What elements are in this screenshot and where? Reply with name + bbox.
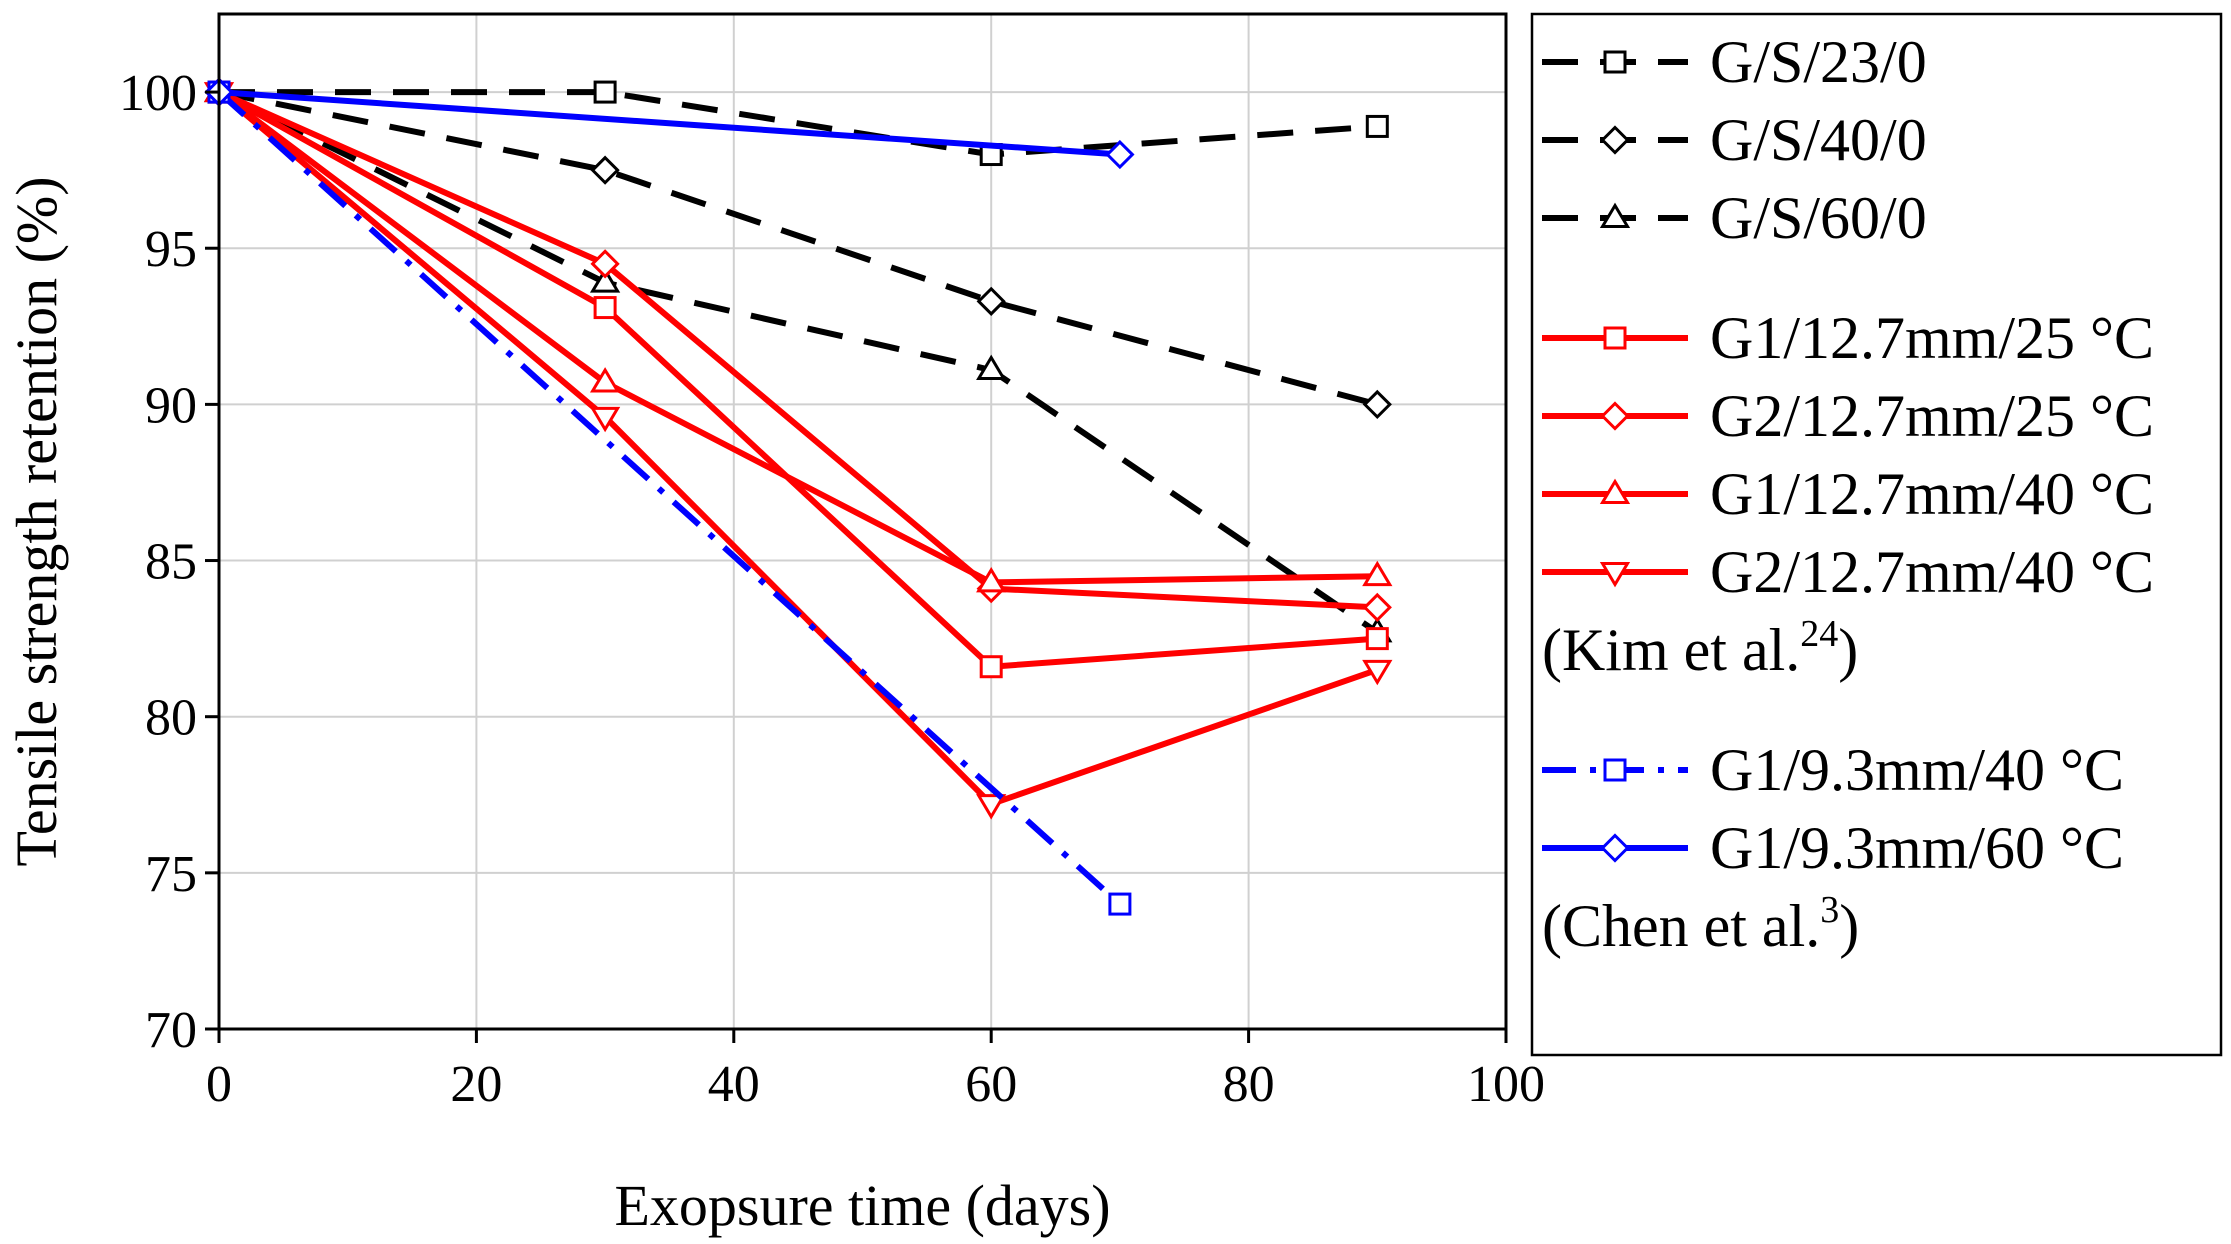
data-point (1365, 114, 1389, 138)
x-tick-label: 80 (1223, 1056, 1275, 1113)
data-point (589, 367, 621, 393)
data-point (1365, 627, 1389, 651)
series-line-g-s-40-0 (218, 89, 1379, 408)
y-tick-label: 75 (145, 846, 197, 903)
y-tick-label: 70 (145, 1002, 197, 1059)
y-tick-label: 95 (145, 221, 197, 278)
x-tick-label: 40 (708, 1056, 760, 1113)
legend-item-g-s-23-0: G/S/23/0 (1542, 29, 1927, 95)
x-tick-label: 0 (206, 1056, 232, 1113)
data-point (593, 80, 617, 104)
citation-close: ) (1838, 617, 1858, 683)
legend-marker (1600, 401, 1630, 431)
series-line-g2-12-7mm-25-c (217, 89, 1378, 611)
legend-label: G1/9.3mm/60 °C (1710, 815, 2124, 881)
series-layer (203, 76, 1393, 916)
series-line-g1-12-7mm-25-c (217, 89, 1378, 670)
legend-label: G1/9.3mm/40 °C (1710, 737, 2124, 803)
data-point (976, 354, 1007, 381)
legend-marker (1600, 125, 1630, 155)
y-tick-label: 85 (145, 534, 197, 591)
x-tick-label: 100 (1467, 1056, 1545, 1113)
legend-marker (1599, 202, 1631, 228)
data-point (979, 655, 1003, 679)
legend-item-g-s-40-0: G/S/40/0 (1542, 107, 1927, 173)
citation-text: (Kim et al. (1542, 617, 1800, 683)
legend-marker (1603, 50, 1627, 74)
data-point (976, 794, 1007, 820)
series-g1-12-7mm-40-c (203, 76, 1393, 593)
series-g-s-23-0 (207, 80, 1389, 167)
legend-label: G2/12.7mm/25 °C (1710, 383, 2154, 449)
series-line-g1-9-3mm-40-c (216, 89, 1122, 907)
x-tick-label: 20 (450, 1056, 502, 1113)
legend-marker (1603, 326, 1627, 350)
citation-close: ) (1839, 893, 1859, 959)
data-point (1108, 892, 1132, 916)
legend-label: G/S/23/0 (1710, 29, 1927, 95)
data-point (1362, 560, 1393, 587)
data-point (1362, 592, 1392, 623)
data-point (976, 566, 1007, 593)
data-point (590, 249, 620, 279)
data-point (589, 406, 621, 433)
legend-label: G1/12.7mm/25 °C (1710, 305, 2154, 371)
plot-frame (217, 12, 1508, 1031)
axes: 0 20 40 60 80 100 70 75 80 85 90 95 100 (119, 65, 1545, 1113)
series-line-g2-12-7mm-40-c (217, 89, 1379, 808)
x-tick-label: 60 (965, 1056, 1017, 1113)
series-g2-12-7mm-40-c (203, 82, 1393, 820)
series-line-g-s-60-0 (217, 89, 1379, 635)
legend-citation: (Chen et al.3) (1542, 889, 1859, 959)
citation-sup: 3 (1820, 889, 1839, 931)
y-tick-label: 100 (119, 65, 197, 122)
legend: G/S/23/0 G/S/40/0 G/S/60/0 G1/12.7mm/25 °C G… (1530, 12, 2223, 1057)
data-point (1362, 389, 1392, 420)
legend-item-g1-9-3mm-60-c: G1/9.3mm/60 °C (1542, 815, 2124, 881)
citation-sup: 24 (1800, 613, 1838, 655)
data-point (976, 286, 1006, 316)
legend-citation: (Kim et al.24) (1542, 613, 1858, 683)
citation-text: (Chen et al. (1542, 893, 1820, 959)
legend-marker (1599, 562, 1631, 588)
series-line-g1-9-3mm-60-c (218, 89, 1121, 158)
data-point (589, 267, 621, 293)
legend-item-g1-12-7mm-40-c: G1/12.7mm/40 °C (1542, 461, 2154, 527)
legend-marker (1599, 478, 1631, 504)
y-tick-label: 90 (145, 377, 197, 434)
legend-marker (1603, 758, 1627, 782)
y-axis-title: Tensile strength retention (%) (4, 176, 69, 866)
series-line-g1-12-7mm-40-c (217, 89, 1378, 586)
legend-label: G2/12.7mm/40 °C (1710, 539, 2154, 605)
legend-label: G/S/40/0 (1710, 107, 1927, 173)
series-line-g-s-23-0 (219, 89, 1378, 158)
legend-marker (1600, 833, 1630, 863)
data-point (593, 296, 617, 320)
legend-item-g2-12-7mm-25-c: G2/12.7mm/25 °C (1542, 383, 2154, 449)
data-point (1362, 659, 1393, 686)
legend-item-g2-12-7mm-40-c: G2/12.7mm/40 °C (1542, 539, 2154, 605)
legend-item-g1-9-3mm-40-c: G1/9.3mm/40 °C (1542, 737, 2124, 803)
legend-item-g1-12-7mm-25-c: G1/12.7mm/25 °C (1542, 305, 2154, 371)
legend-label: G1/12.7mm/40 °C (1710, 461, 2154, 527)
data-point (1105, 139, 1135, 170)
x-axis-title: Exopsure time (days) (614, 1173, 1110, 1238)
legend-label: G/S/60/0 (1710, 185, 1927, 251)
data-point (590, 155, 620, 185)
y-tick-label: 80 (145, 690, 197, 747)
grid (218, 14, 1507, 1030)
legend-box (1530, 12, 2223, 1057)
series-g2-12-7mm-25-c (204, 77, 1392, 623)
legend-item-g-s-60-0: G/S/60/0 (1542, 185, 1927, 251)
